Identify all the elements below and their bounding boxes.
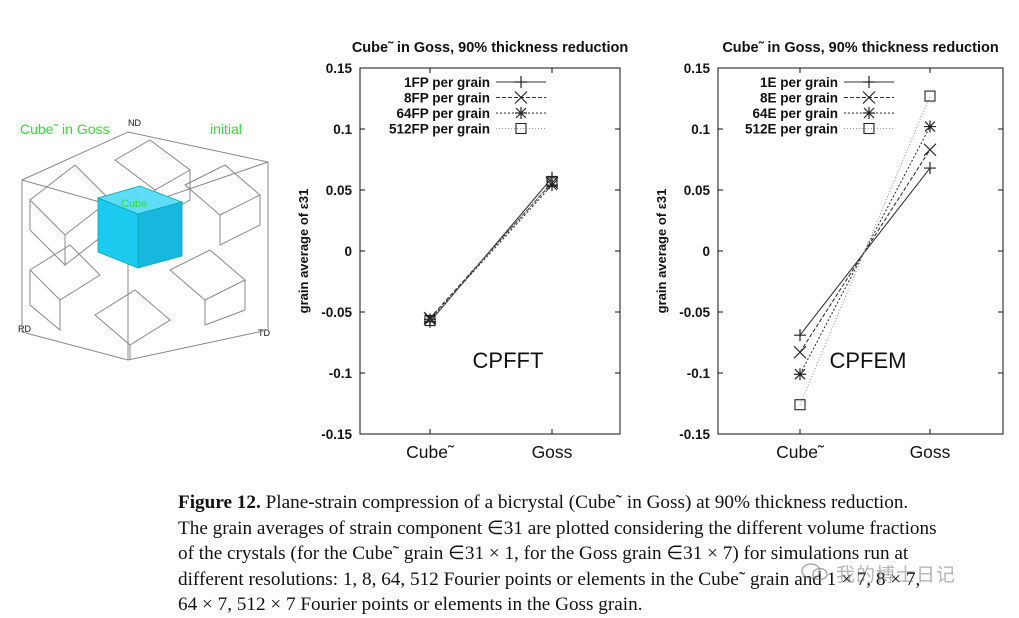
legend-label: 512E per grain [745, 122, 838, 137]
caption-line-5: 64 × 7, 512 × 7 Fourier points or elemen… [178, 594, 643, 615]
data-point [923, 143, 937, 157]
y-tick-label: 0.15 [326, 61, 353, 76]
caption-line-4: different resolutions: 1, 8, 64, 512 Fou… [178, 568, 921, 590]
x-tick-label: Goss [532, 442, 573, 462]
series-line [799, 167, 931, 336]
y-tick-label: 0 [702, 244, 710, 259]
wechat-icon [801, 563, 828, 581]
data-point [424, 313, 436, 326]
series-line [429, 181, 553, 321]
legend-label: 1E per grain [760, 75, 838, 90]
data-point [924, 90, 936, 102]
x-tick-label: Cube˜ [776, 442, 824, 462]
data-point [794, 329, 806, 342]
y-tick-label: -0.15 [679, 427, 710, 442]
legend-marker [515, 107, 527, 119]
y-tick-label: 0 [344, 244, 352, 259]
y-tick-label: -0.05 [321, 305, 352, 320]
data-point [924, 162, 936, 175]
series-3 [424, 175, 558, 327]
data-point [924, 120, 936, 133]
label-rd: RD [18, 324, 31, 334]
data-point [424, 314, 436, 327]
chart-title: Cube˜ in Goss, 90% thickness reduction [352, 40, 628, 56]
chart-title: Cube˜ in Goss, 90% thickness reduction [722, 40, 998, 56]
caption-line-1: Figure 12. Plane-strain compression of a… [178, 492, 909, 513]
series-2 [794, 120, 936, 381]
x-tick-label: Cube˜ [406, 442, 454, 462]
label-cube-in-goss: Cube˜ in Goss [20, 121, 109, 137]
figure-caption: Figure 12. Plane-strain compression of a… [178, 490, 1008, 618]
series-1 [793, 143, 937, 359]
legend-marker [863, 107, 875, 119]
y-axis-label: grain average of ε31 [296, 189, 311, 314]
caption-line-3: of the crystals (for the Cube˜ grain ∈31… [178, 543, 909, 564]
legend-marker [514, 91, 528, 104]
y-tick-label: 0.05 [684, 183, 711, 198]
series-2 [424, 179, 558, 326]
bicrystal-illustration: Cube˜ in Goss initial ND RD TD Cube [18, 118, 270, 361]
series-1 [423, 176, 559, 325]
label-initial: initial [210, 121, 242, 137]
data-point [794, 399, 806, 411]
series-line [799, 95, 931, 405]
label-nd: ND [128, 118, 141, 128]
legend-label: 64FP per grain [396, 106, 490, 121]
legend-marker [515, 76, 527, 88]
y-tick-label: 0.15 [684, 61, 711, 76]
cube-grain-label: Cube [121, 198, 147, 210]
legend-label: 1FP per grain [404, 75, 490, 90]
legend-label: 8E per grain [760, 91, 838, 106]
series-line [799, 126, 931, 375]
series-line [429, 184, 553, 320]
chart-annotation: CPFEM [830, 348, 907, 373]
legend-label: 8FP per grain [404, 91, 490, 106]
chart-annotation: CPFFT [473, 348, 544, 373]
figure-label: Figure 12. [178, 492, 261, 513]
cube-grain: Cube [96, 185, 184, 269]
y-tick-label: -0.1 [329, 366, 353, 381]
series-3 [794, 90, 936, 411]
series-0 [794, 162, 936, 342]
y-tick-label: -0.1 [687, 366, 711, 381]
chart-cpfft: Cube˜ in Goss, 90% thickness reduction 0.… [296, 40, 628, 462]
series-line [799, 149, 931, 353]
label-td: TD [258, 328, 270, 338]
y-tick-label: -0.15 [321, 427, 352, 442]
legend-marker [863, 122, 875, 135]
x-tick-label: Goss [910, 442, 951, 462]
y-tick-label: 0.1 [333, 122, 352, 137]
y-tick-label: -0.05 [679, 305, 710, 320]
legend-marker [863, 76, 875, 88]
y-axis-label: grain average of ε31 [654, 189, 669, 314]
y-tick-label: 0.1 [691, 122, 710, 137]
legend-label: 512FP per grain [389, 122, 490, 137]
data-point [546, 175, 558, 188]
legend-marker [862, 91, 876, 104]
legend-label: 64E per grain [752, 106, 838, 121]
legend-marker [515, 122, 527, 135]
chart-cpfem: Cube˜ in Goss, 90% thickness reduction 0.… [654, 40, 1004, 462]
data-point [793, 345, 807, 359]
y-tick-label: 0.05 [326, 183, 353, 198]
caption-line-2: The grain averages of strain component ∈… [178, 517, 937, 539]
watermark-text: 我的博士日记 [836, 564, 957, 586]
data-point [546, 179, 558, 192]
data-point [794, 368, 806, 381]
